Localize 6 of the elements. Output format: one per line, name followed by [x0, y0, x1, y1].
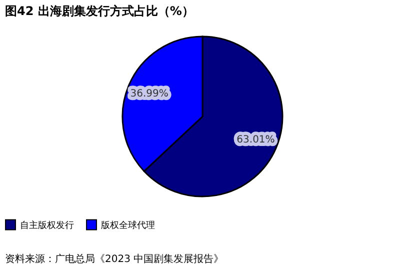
chart-title: 图42 出海剧集发行方式占比（%） — [5, 4, 194, 18]
text: 资料来源：广电总局《2023 中国剧集发展报告》 — [5, 253, 224, 265]
data-label: 63.01% — [236, 134, 275, 146]
legend-label: 版权全球代理 — [101, 220, 155, 231]
legend-label: 自主版权发行 — [20, 220, 74, 231]
data-label: 36.99% — [130, 88, 168, 100]
